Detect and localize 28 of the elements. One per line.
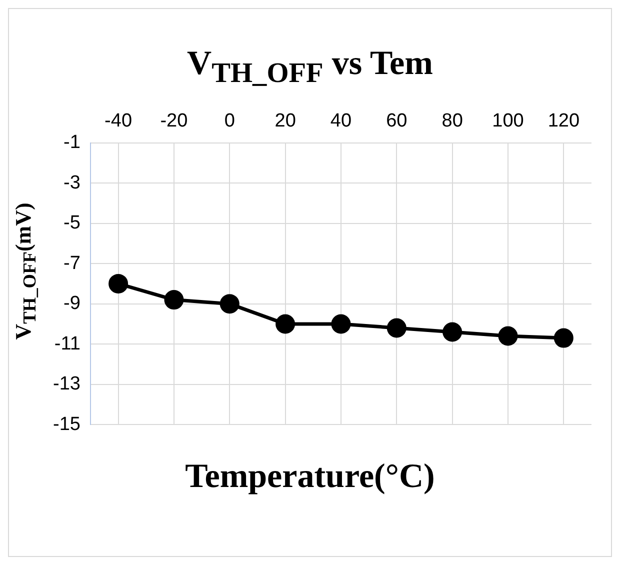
y-tick-label: -1 [64,132,80,153]
x-tick-label: 0 [224,110,235,132]
x-tick-label: 80 [442,110,463,132]
point [220,294,240,314]
point [331,314,351,334]
point [386,318,406,338]
y-tick-label: -11 [54,333,80,354]
y-tick-label: -13 [52,373,80,394]
x-tick-label: -40 [104,110,132,132]
x-tick-label: -20 [160,110,188,132]
point [498,326,518,346]
point [276,314,296,334]
y-tick-label: -15 [52,414,80,435]
y-tick-label: -9 [64,292,80,314]
point [554,328,574,348]
x-axis-title: Temperature(°C) [184,458,436,496]
x-tick-label: 20 [274,110,296,132]
y-tick-label: -5 [64,212,80,234]
y-tick-label: -7 [64,252,80,274]
x-tick-label: 100 [492,110,524,132]
point [108,274,128,294]
y-tick-label: -3 [64,172,80,194]
x-tick-label: 120 [548,110,580,132]
chart-title: V$_{TH_OFF}$ vs Tem [186,45,434,90]
x-tick-label: 60 [386,110,408,132]
x-tick-label: 40 [330,110,352,132]
point [442,322,462,342]
point [164,290,184,310]
